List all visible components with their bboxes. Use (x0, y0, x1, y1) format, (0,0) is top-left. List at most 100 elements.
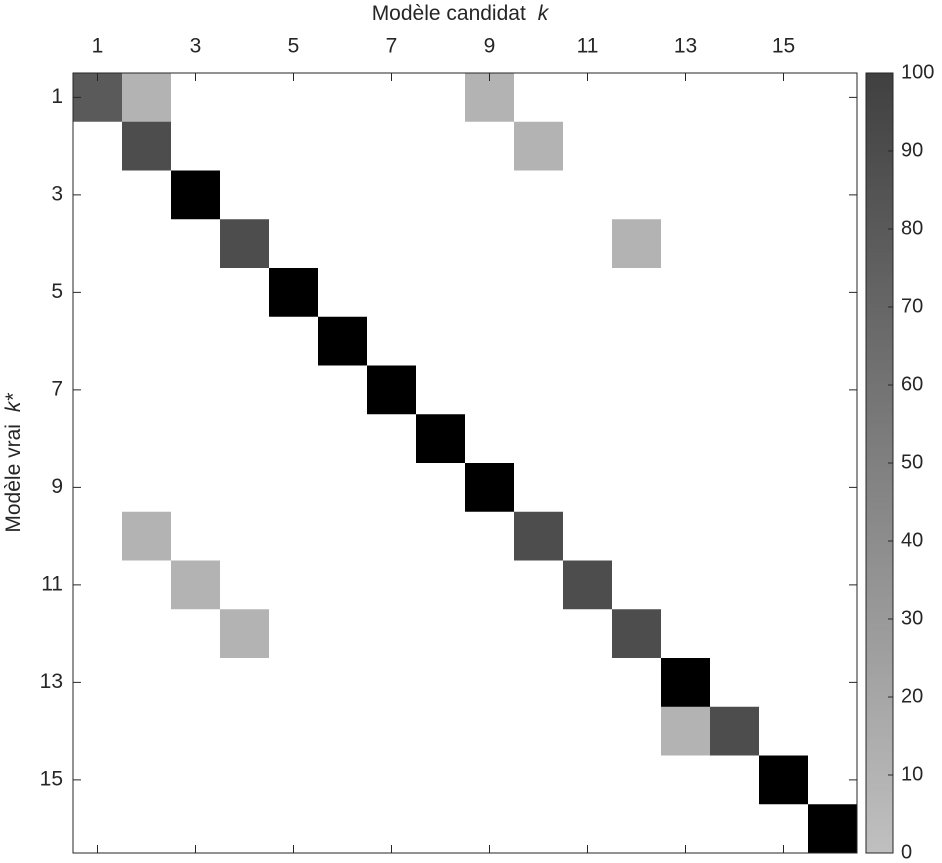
cell (269, 316, 319, 366)
cell (171, 706, 221, 756)
cell (465, 73, 515, 123)
colorbar-swatch (866, 381, 893, 386)
cell (563, 511, 613, 561)
cell (73, 414, 123, 464)
cell (122, 511, 172, 561)
colorbar-swatch (866, 388, 893, 394)
cell (563, 316, 613, 366)
colorbar-swatch (866, 174, 893, 179)
cell (220, 316, 270, 366)
colorbar-swatch (866, 763, 893, 768)
cell (808, 219, 858, 269)
colorbar-swatch (866, 349, 893, 355)
cell (73, 121, 123, 171)
cell (73, 170, 123, 220)
cell (710, 170, 760, 220)
cell (514, 804, 564, 854)
cell (367, 511, 417, 561)
x-tick-label: 1 (92, 35, 104, 58)
colorbar-swatch (866, 299, 893, 304)
cell (122, 219, 172, 269)
colorbar-swatch (866, 775, 893, 780)
colorbar-swatch (866, 248, 893, 253)
cell (612, 609, 662, 659)
cell (465, 170, 515, 220)
cell (759, 609, 809, 659)
colorbar-swatch (866, 521, 893, 526)
cell (171, 219, 221, 269)
colorbar-swatch (866, 392, 893, 398)
cell (73, 365, 123, 415)
colorbar-swatch (866, 84, 893, 90)
cell (563, 755, 613, 805)
cell (563, 658, 613, 708)
colorbar-swatch (866, 420, 893, 425)
cell (465, 365, 515, 415)
colorbar-swatch (866, 73, 893, 78)
cell (465, 560, 515, 610)
plot-frame (72, 72, 858, 854)
colorbar-swatch (866, 673, 893, 678)
cell (367, 755, 417, 805)
cell (367, 73, 417, 123)
colorbar-swatch (866, 845, 893, 850)
cell (171, 170, 221, 220)
cell (269, 658, 319, 708)
cell (661, 463, 711, 513)
colorbar-swatch (866, 427, 893, 433)
cell (416, 365, 466, 415)
cell (416, 463, 466, 513)
colorbar-swatch (866, 814, 893, 819)
colorbar-swatch (866, 119, 893, 125)
cell (367, 316, 417, 366)
colorbar-swatch (866, 190, 893, 195)
cell (367, 121, 417, 171)
cell (171, 560, 221, 610)
cell (759, 365, 809, 415)
cell (759, 73, 809, 123)
cell (465, 219, 515, 269)
cell (563, 73, 613, 123)
colorbar-swatch (866, 279, 893, 285)
cell (73, 268, 123, 318)
colorbar-swatch (866, 498, 893, 503)
cell (710, 121, 760, 171)
cell (220, 755, 270, 805)
cell (269, 706, 319, 756)
y-label-symbol: k* (2, 393, 25, 413)
cell (318, 121, 368, 171)
colorbar-swatch (866, 96, 893, 101)
cell (416, 511, 466, 561)
colorbar-tick-label: 80 (901, 217, 923, 239)
colorbar-swatch (866, 147, 893, 152)
colorbar-swatch (866, 716, 893, 721)
colorbar-swatch (866, 837, 893, 842)
cell (563, 560, 613, 610)
cell (465, 609, 515, 659)
colorbar-swatch (866, 158, 893, 164)
colorbar-swatch (866, 712, 893, 717)
colorbar-swatch (866, 209, 893, 214)
cell (612, 511, 662, 561)
colorbar-swatch (866, 443, 893, 448)
colorbar-swatch (866, 361, 893, 366)
cell (367, 706, 417, 756)
colorbar-swatch (866, 330, 893, 335)
cell (514, 463, 564, 513)
cell (514, 316, 564, 366)
cell (220, 170, 270, 220)
cell (367, 609, 417, 659)
colorbar-swatch (866, 197, 893, 203)
colorbar-swatch (866, 346, 893, 351)
cell (612, 316, 662, 366)
colorbar-swatch (866, 334, 893, 339)
cell (220, 268, 270, 318)
cell (367, 365, 417, 415)
cell (73, 511, 123, 561)
cell (171, 511, 221, 561)
colorbar-swatch (866, 408, 893, 413)
colorbar-swatch (866, 268, 893, 273)
colorbar-swatch (866, 564, 893, 569)
cell (269, 511, 319, 561)
cell (612, 170, 662, 220)
